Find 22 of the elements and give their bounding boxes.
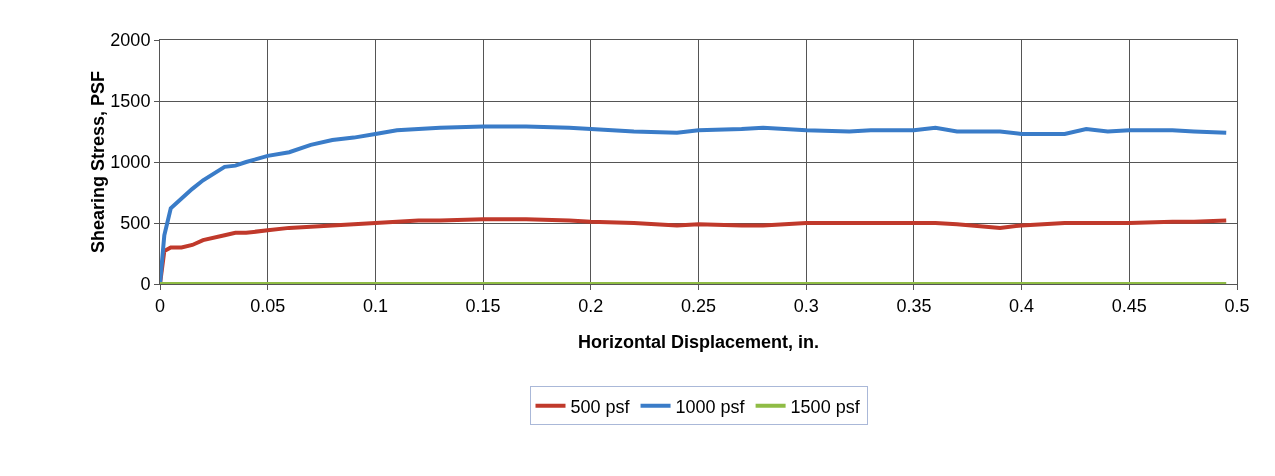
x-tick-label: 0.3 bbox=[793, 295, 819, 316]
y-tick-label: 0 bbox=[140, 274, 151, 295]
x-tick-label: 0.2 bbox=[578, 295, 604, 316]
x-tick-label: 0.35 bbox=[896, 295, 932, 316]
x-tick-label: 0.4 bbox=[1009, 295, 1035, 316]
legend-label: 1000 psf bbox=[675, 396, 746, 417]
legend-label: 1500 psf bbox=[790, 396, 861, 417]
y-tick-label: 1000 bbox=[110, 152, 151, 173]
line-series bbox=[160, 124, 1229, 284]
x-axis-title: Horizontal Displacement, in. bbox=[577, 332, 820, 352]
x-tick-label: 0.45 bbox=[1111, 295, 1147, 316]
x-tick-label: 0.1 bbox=[362, 295, 388, 316]
y-axis-title: Shearing Stress, PSF bbox=[88, 70, 109, 254]
legend-label: 500 psf bbox=[570, 396, 631, 417]
x-tick-label: 0 bbox=[154, 295, 166, 316]
x-tick-label: 0.5 bbox=[1224, 295, 1250, 316]
y-tick-label: 1500 bbox=[110, 91, 151, 112]
y-tick-label: 500 bbox=[120, 213, 151, 234]
x-tick-label: 0.25 bbox=[680, 295, 717, 316]
x-tick-label: 0.15 bbox=[465, 295, 501, 316]
y-tick-label: 2000 bbox=[110, 30, 151, 51]
x-tick-label: 0.05 bbox=[250, 295, 286, 316]
